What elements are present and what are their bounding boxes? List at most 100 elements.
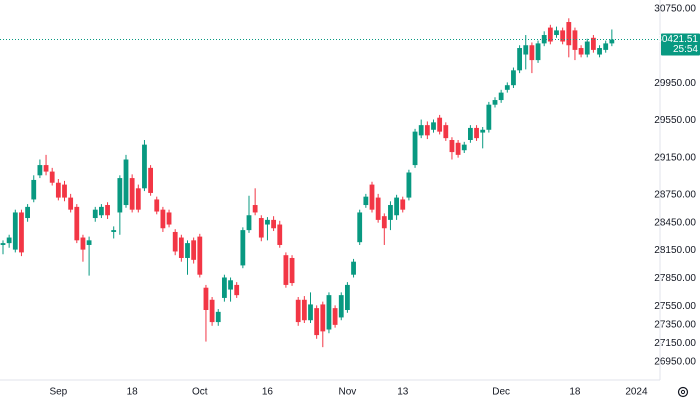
candle-body (154, 199, 160, 212)
candle-body (289, 257, 295, 284)
candle-body (197, 236, 203, 275)
candle-body (148, 167, 153, 193)
y-tick-label: 27850.00 (654, 273, 696, 284)
candle-body (381, 216, 387, 229)
candle-body (474, 127, 479, 139)
candle-body (80, 237, 86, 250)
candle-body (412, 131, 418, 166)
candle-body (185, 243, 190, 258)
settings-core (680, 389, 686, 395)
y-tick-label: 28450.00 (654, 217, 696, 228)
candle-body (449, 139, 455, 153)
candle-body (498, 92, 504, 101)
candle-body (135, 188, 141, 210)
candle-body (578, 48, 584, 55)
candle-body (258, 218, 264, 238)
candle-body (345, 284, 350, 310)
candle-body (431, 122, 436, 130)
candle-body (572, 30, 578, 50)
candle-body (455, 142, 461, 155)
candle-body (511, 70, 516, 86)
candle-body (240, 230, 246, 266)
candle-body (123, 159, 129, 206)
candle-body (529, 45, 535, 61)
y-tick-label: 28750.00 (654, 189, 696, 200)
candle-body (418, 125, 424, 136)
y-tick-label: 27150.00 (654, 338, 696, 349)
candle-body (486, 104, 492, 130)
candle-body (209, 299, 215, 323)
candle-body (560, 30, 566, 42)
candle-body (203, 287, 209, 310)
candle-body (0, 243, 6, 245)
candle-body (228, 280, 233, 290)
last-price-label: 30421.51 (656, 34, 698, 45)
candle-body (351, 261, 356, 275)
candle-body (86, 240, 92, 245)
candle-body (19, 212, 24, 253)
settings-ring (677, 386, 689, 398)
x-tick-label: 18 (569, 387, 581, 398)
candle-body (566, 22, 572, 46)
candle-body (357, 212, 363, 243)
x-tick-label: 18 (127, 387, 139, 398)
candle-body (394, 197, 399, 216)
candle-body (166, 212, 172, 225)
y-tick-label: 28150.00 (654, 245, 696, 256)
candle-body (554, 30, 559, 36)
candle-body (424, 125, 430, 136)
candle-body (271, 219, 276, 229)
candle-body (31, 179, 37, 200)
candle-body (6, 237, 12, 244)
candle-body (332, 308, 338, 325)
candle-body (591, 37, 596, 50)
candle-body (252, 205, 258, 213)
y-tick-label: 30750.00 (654, 4, 696, 15)
candle-body (215, 311, 221, 323)
candle-body (369, 184, 375, 210)
candle-body (246, 215, 252, 231)
countdown-label: 25:54 (673, 44, 698, 55)
candle-body (37, 165, 43, 176)
candle-body (12, 212, 18, 250)
candle-body (492, 100, 498, 105)
candle-body (400, 199, 406, 210)
x-tick-label: 2024 (625, 387, 648, 398)
candle-body (541, 35, 547, 44)
candle-body (437, 117, 443, 132)
candle-body (517, 48, 522, 71)
y-tick-label: 27550.00 (654, 301, 696, 312)
candle-body (99, 206, 104, 216)
x-tick-label: Dec (492, 387, 510, 398)
candle-body (375, 197, 381, 220)
candle-body (468, 127, 473, 140)
candle-body (172, 231, 178, 252)
candle-body (480, 129, 486, 133)
candle-body (523, 45, 529, 55)
candle-body (363, 196, 369, 206)
candle-body (160, 209, 166, 229)
x-tick-label: Nov (339, 387, 357, 398)
candle-body (25, 206, 30, 219)
last-price-box (661, 33, 700, 56)
candle-body (234, 284, 240, 296)
candle-body (178, 237, 184, 258)
candle-body (320, 304, 326, 332)
candle-body (283, 255, 289, 285)
candle-body (443, 125, 449, 139)
candle-body (308, 304, 313, 321)
candle-body (535, 43, 541, 61)
candle-body (461, 144, 467, 151)
candle-body (191, 240, 197, 260)
settings-icon[interactable] (677, 386, 689, 398)
candle-body (117, 178, 123, 213)
candle-body (129, 178, 135, 210)
x-tick-label: Sep (49, 387, 67, 398)
candle-body (388, 205, 393, 220)
x-tick-label: 16 (262, 387, 274, 398)
candle-body (277, 224, 283, 245)
candle-body (43, 165, 49, 172)
